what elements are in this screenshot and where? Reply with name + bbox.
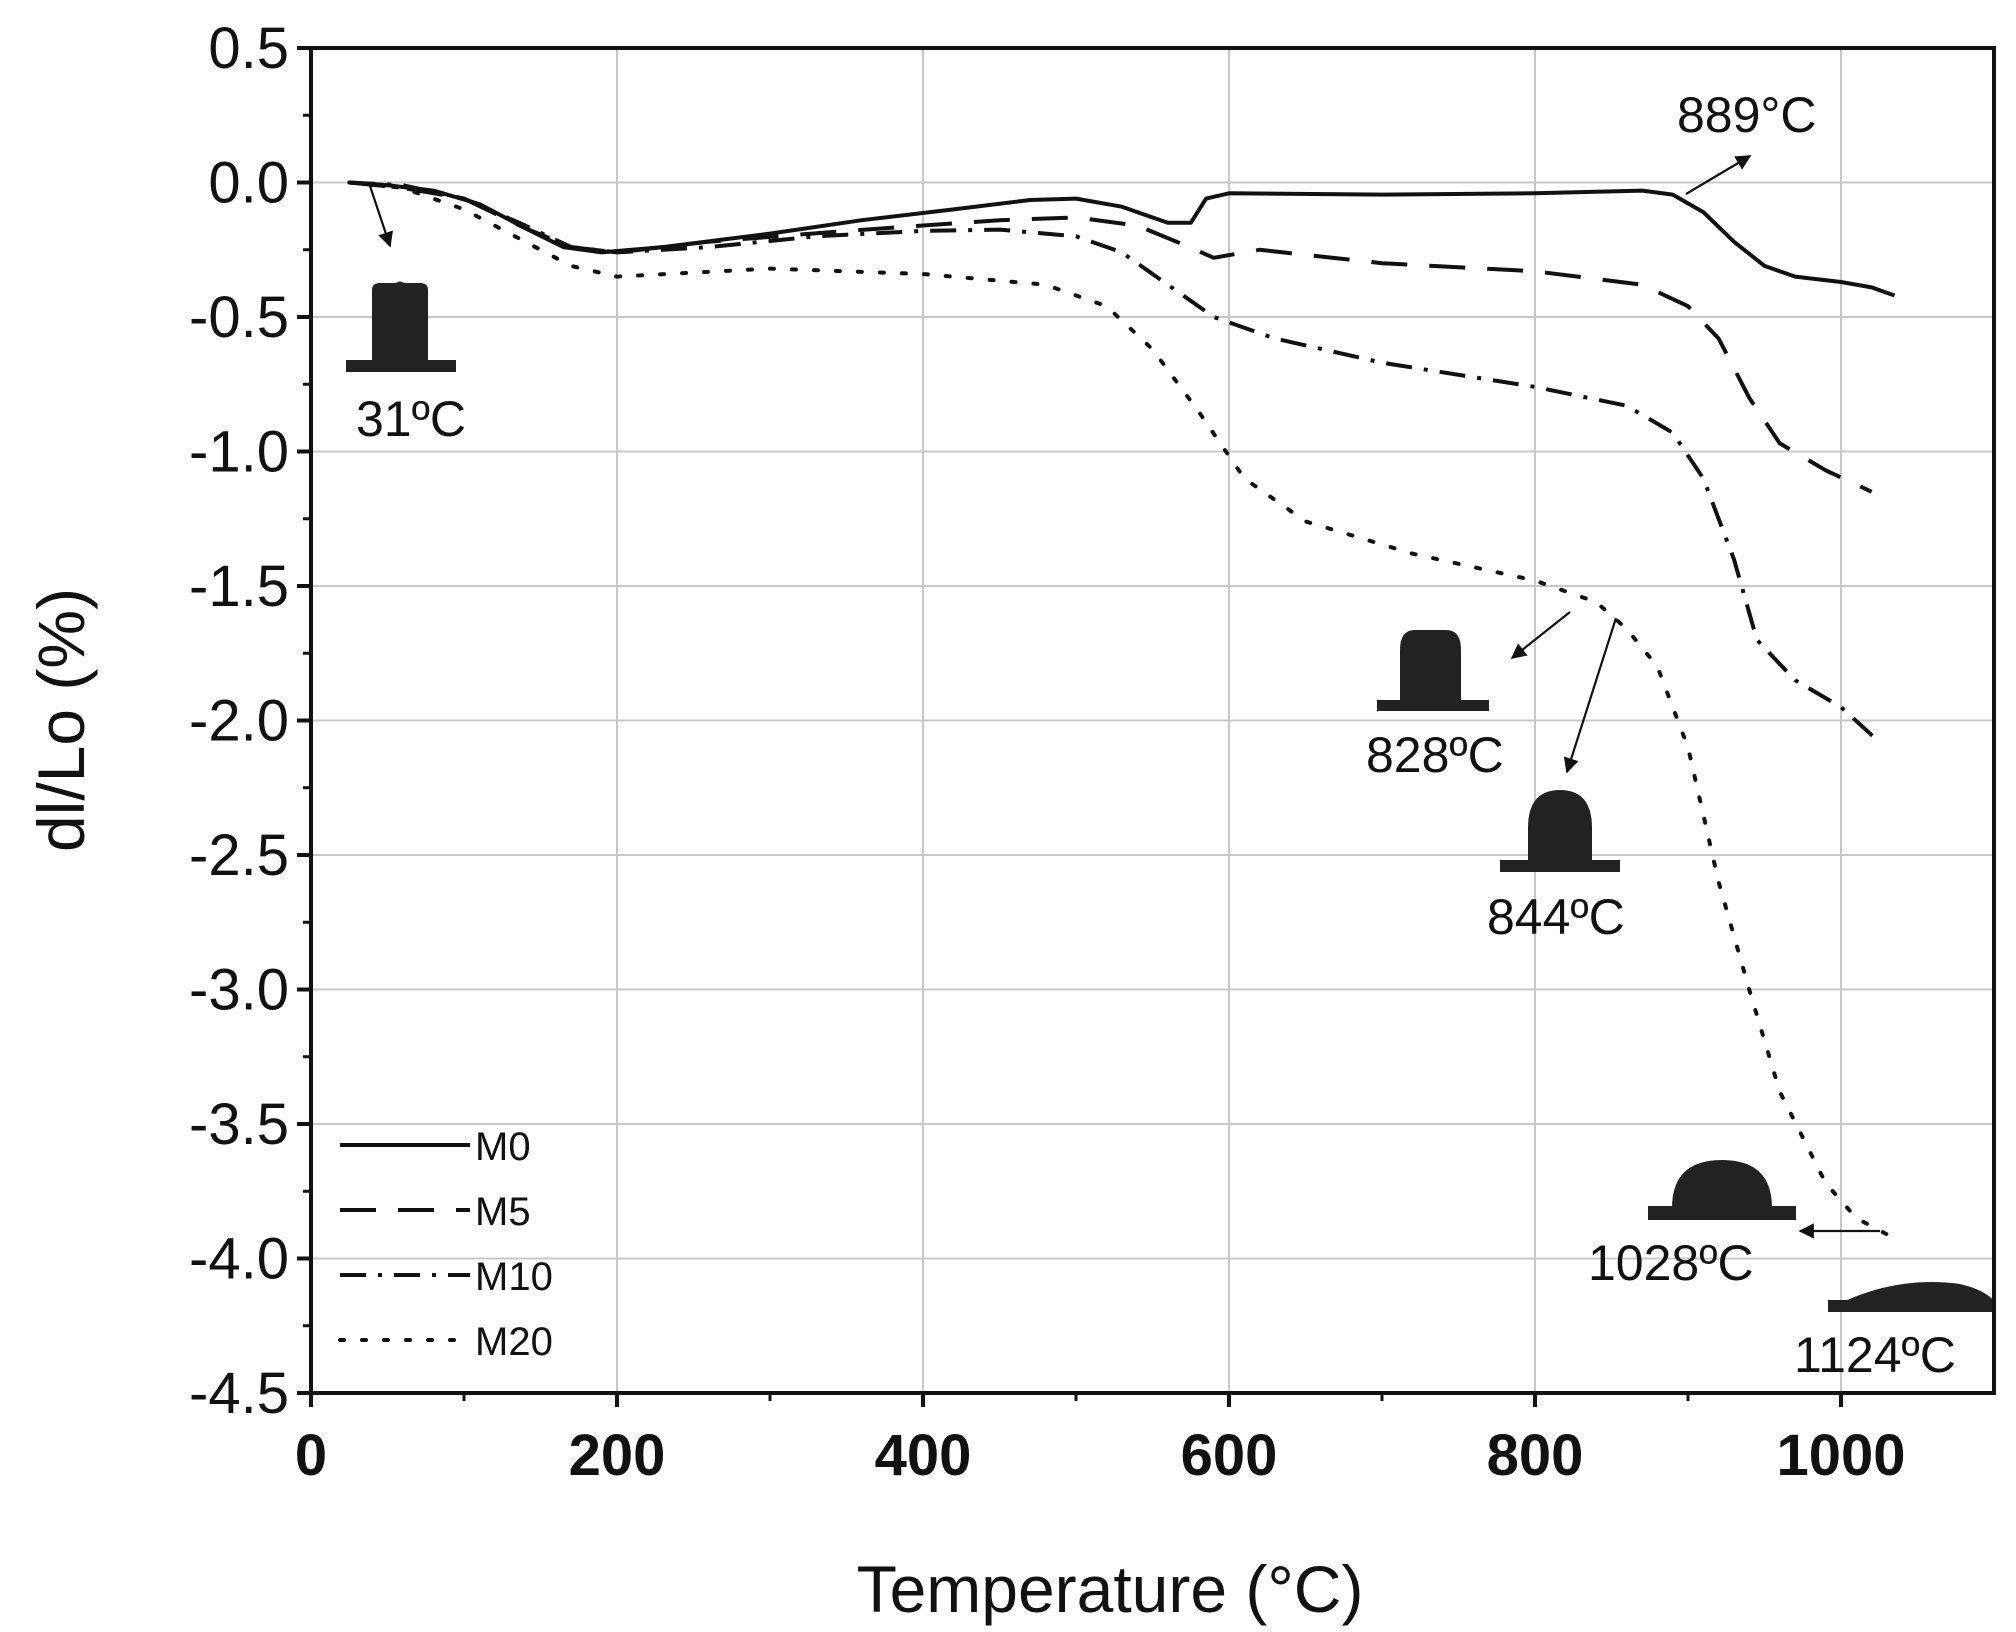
y-axis-title: dl/Lo (%) [24, 588, 98, 852]
y-tick-label: -2.0 [189, 689, 289, 754]
specimen-844-icon [1500, 790, 1620, 872]
y-tick-label: -0.5 [189, 285, 289, 350]
specimen-828-icon [1377, 630, 1489, 711]
x-tick-label: 600 [1181, 1423, 1278, 1488]
y-tick-label: -3.0 [189, 958, 289, 1023]
annotation-label: 844ºC [1487, 889, 1625, 945]
arrow-889 [1685, 155, 1752, 195]
y-tick-label: -2.5 [189, 823, 289, 888]
x-tick-label: 800 [1487, 1423, 1584, 1488]
y-tick-label: -4.5 [189, 1361, 289, 1426]
series-m10-line [349, 180, 1881, 744]
legend-label-m5: M5 [475, 1190, 531, 1234]
series-m20-line [347, 180, 1889, 1237]
annotation-label: 828ºC [1366, 727, 1504, 783]
axes: 0 200 400 600 800 1000 0.5 0.0 -0.5 -1.0 -1.5 -2.0 -… [189, 16, 1905, 1488]
legend: M0 M5 M10 M20 [338, 1125, 553, 1364]
annotation-label: 1028ºC [1588, 1235, 1754, 1291]
series-layer [347, 180, 1896, 1237]
grid [311, 48, 1994, 1393]
y-tick-label: -3.5 [189, 1092, 289, 1157]
arrow-844 [1563, 617, 1618, 774]
annotation-label: 889°C [1677, 87, 1817, 143]
x-tick-label: 200 [569, 1423, 666, 1488]
annotation-label: 1124ºC [1794, 1327, 1956, 1383]
x-tick-label: 400 [875, 1423, 972, 1488]
series-m5-line [349, 180, 1873, 494]
y-tick-label: -1.0 [189, 420, 289, 485]
x-tick-label: 0 [295, 1423, 327, 1488]
arrow-31 [368, 185, 393, 248]
series-m0-line [349, 180, 1896, 298]
y-tick-label: -4.0 [189, 1227, 289, 1292]
y-tick-label: 0.5 [208, 16, 289, 81]
x-axis-title: Temperature (°C) [857, 1552, 1364, 1626]
y-tick-label: -1.5 [189, 554, 289, 619]
y-tick-label: 0.0 [208, 151, 289, 216]
legend-label-m10: M10 [475, 1255, 553, 1299]
x-tick-label: 1000 [1776, 1423, 1905, 1488]
annotation-label: 31ºC [356, 391, 466, 447]
specimen-31-icon [346, 281, 456, 372]
arrow-828 [1510, 611, 1571, 659]
legend-label-m20: M20 [475, 1320, 553, 1364]
specimen-1028-icon [1648, 1160, 1796, 1220]
legend-label-m0: M0 [475, 1125, 531, 1169]
specimen-1124-icon [1828, 1282, 1996, 1312]
